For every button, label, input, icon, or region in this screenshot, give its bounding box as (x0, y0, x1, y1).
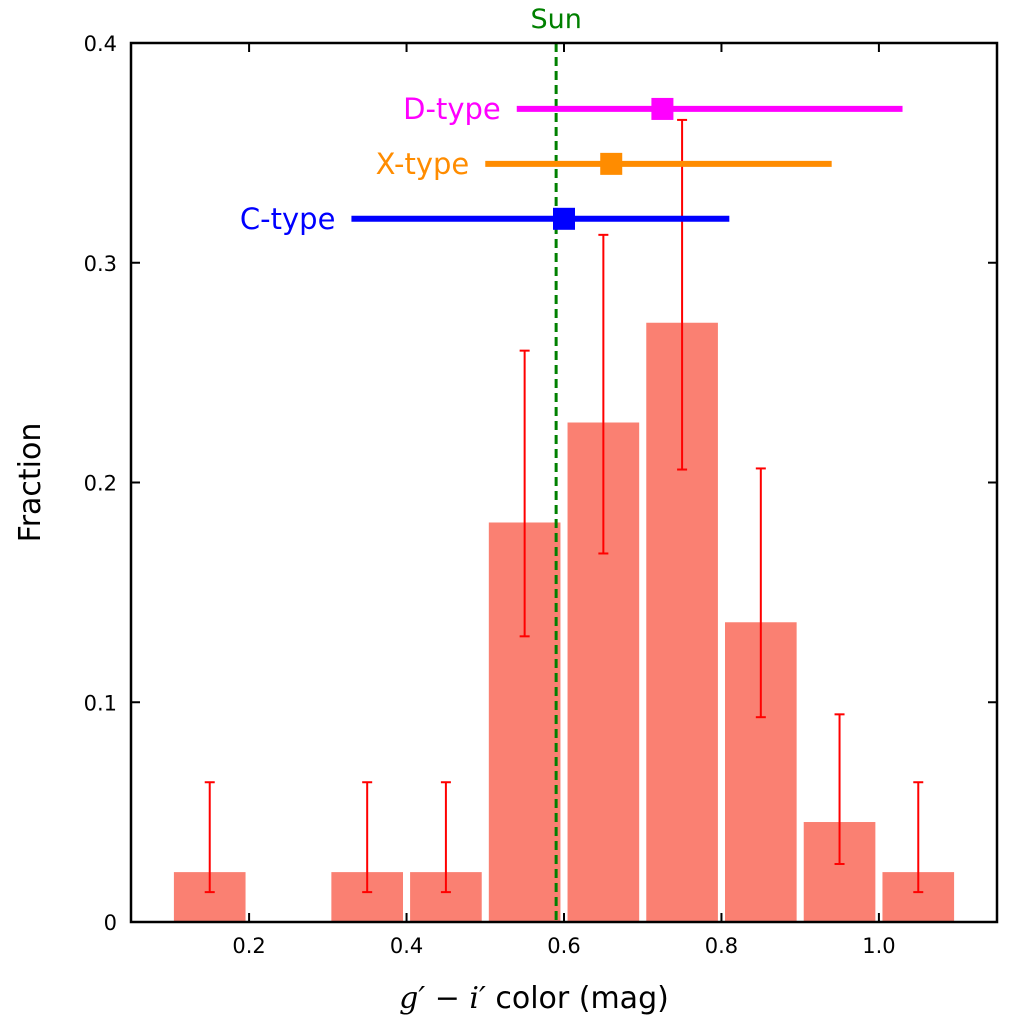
plot-frame (129, 41, 999, 924)
sun-label: Sun (530, 4, 581, 35)
x-tick-label: 0.4 (390, 934, 423, 958)
type-label: X-type (376, 147, 470, 181)
bars-layer (173, 322, 955, 922)
sun-layer: Sun (530, 4, 582, 922)
type-mean-marker (651, 97, 674, 120)
x-axis-title: g′ − i′ color (mag) (399, 981, 669, 1016)
y-axis-title: Fraction (13, 423, 48, 543)
type-label: C-type (240, 202, 336, 236)
errorbars-layer (204, 118, 924, 894)
type-mean-marker (600, 152, 623, 175)
x-axis-title-unit: color (mag) (486, 981, 669, 1016)
y-tick-label: 0.1 (84, 691, 117, 715)
axes-layer (129, 41, 999, 924)
x-axis-title-variable: g′ − i′ (399, 981, 486, 1016)
y-tick-label: 0.4 (84, 32, 117, 56)
type-mean-marker (553, 207, 575, 230)
taxonomic-types-layer: D-type X-type C-type (240, 92, 903, 236)
x-tick-label: 1.0 (862, 934, 895, 958)
y-tick-label: 0 (104, 911, 117, 935)
type-label: D-type (403, 92, 501, 126)
x-tick-label: 0.2 (232, 934, 265, 958)
y-tick-label: 0.3 (84, 252, 117, 276)
ticks-layer: 0.2 0.4 0.6 0.8 1.0 0 0.1 0.2 0.3 0.4 (84, 32, 997, 958)
x-tick-label: 0.6 (547, 934, 580, 958)
y-tick-label: 0.2 (84, 472, 117, 496)
x-tick-label: 0.8 (705, 934, 738, 958)
